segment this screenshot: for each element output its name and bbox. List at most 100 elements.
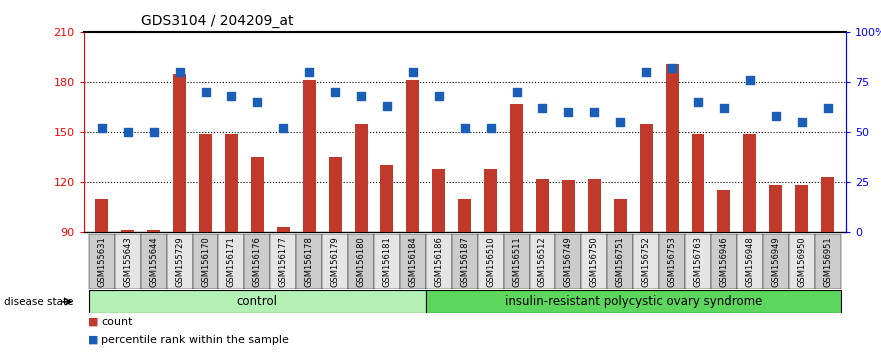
Text: GSM155643: GSM155643 [123, 236, 132, 287]
Point [691, 99, 705, 105]
Bar [821, 177, 834, 232]
Bar [796, 185, 808, 232]
Bar [426, 234, 452, 289]
Text: GSM156171: GSM156171 [227, 236, 236, 287]
Point [354, 93, 368, 99]
Bar [737, 234, 763, 289]
Text: GSM156950: GSM156950 [797, 236, 806, 287]
Text: GSM156181: GSM156181 [382, 236, 391, 287]
Bar [633, 234, 659, 289]
Bar [717, 190, 730, 232]
Point [795, 119, 809, 125]
Bar [225, 133, 238, 232]
Bar [529, 234, 555, 289]
Text: GSM156753: GSM156753 [668, 236, 677, 287]
Text: GSM155631: GSM155631 [97, 236, 107, 287]
Bar [815, 234, 840, 289]
Bar [400, 234, 426, 289]
Text: count: count [101, 317, 133, 327]
Point [717, 105, 731, 111]
Bar [251, 157, 263, 232]
Bar [167, 234, 193, 289]
Text: GSM156186: GSM156186 [434, 236, 443, 287]
Point [509, 89, 523, 95]
Bar [115, 234, 141, 289]
Bar [244, 234, 270, 289]
Point [277, 125, 291, 131]
Text: GDS3104 / 204209_at: GDS3104 / 204209_at [141, 14, 293, 28]
Point [225, 93, 239, 99]
Bar [277, 227, 290, 232]
Bar [296, 234, 322, 289]
Point [457, 125, 471, 131]
Bar [562, 180, 575, 232]
Point [250, 99, 264, 105]
Text: GSM156184: GSM156184 [409, 236, 418, 287]
Bar [659, 234, 685, 289]
Bar [640, 124, 653, 232]
Text: GSM155729: GSM155729 [175, 236, 184, 287]
Bar [536, 178, 549, 232]
Text: GSM156763: GSM156763 [693, 236, 702, 287]
Point [613, 119, 627, 125]
Point [328, 89, 342, 95]
Bar [122, 230, 134, 232]
Bar [89, 234, 115, 289]
Text: GSM156180: GSM156180 [357, 236, 366, 287]
Text: GSM156179: GSM156179 [330, 236, 339, 287]
Bar [504, 234, 529, 289]
Bar [354, 124, 367, 232]
Text: GSM155644: GSM155644 [149, 236, 159, 287]
Bar [174, 74, 186, 232]
Bar [607, 234, 633, 289]
Bar [270, 234, 296, 289]
Text: percentile rank within the sample: percentile rank within the sample [101, 335, 289, 345]
Bar [95, 199, 108, 232]
Bar [381, 165, 394, 232]
Bar [666, 63, 678, 232]
Text: GSM156511: GSM156511 [512, 236, 521, 287]
Bar [581, 234, 607, 289]
Bar [763, 234, 788, 289]
Bar [406, 80, 419, 232]
Text: control: control [237, 295, 278, 308]
Bar [303, 80, 315, 232]
Bar [685, 234, 711, 289]
Text: disease state: disease state [4, 297, 74, 307]
Point [432, 93, 446, 99]
Text: GSM156177: GSM156177 [278, 236, 288, 287]
Bar [555, 234, 581, 289]
Point [173, 69, 187, 75]
Point [146, 129, 160, 135]
Bar [769, 185, 782, 232]
Bar [218, 234, 244, 289]
Bar [141, 234, 167, 289]
Bar [374, 234, 400, 289]
Bar [510, 103, 523, 232]
Bar [711, 234, 737, 289]
Point [588, 109, 602, 115]
Text: GSM156749: GSM156749 [564, 236, 573, 287]
Bar [348, 234, 374, 289]
Bar [426, 290, 840, 313]
Text: GSM156946: GSM156946 [720, 236, 729, 287]
Text: GSM156187: GSM156187 [460, 236, 470, 287]
Text: GSM156512: GSM156512 [538, 236, 547, 287]
Text: GSM156178: GSM156178 [305, 236, 314, 287]
Bar [692, 133, 705, 232]
Point [561, 109, 575, 115]
Bar [614, 199, 626, 232]
Point [769, 113, 783, 119]
Point [380, 103, 394, 109]
Bar [147, 230, 160, 232]
Point [536, 105, 550, 111]
Point [484, 125, 498, 131]
Bar [89, 290, 426, 313]
Text: GSM156951: GSM156951 [823, 236, 833, 287]
Point [121, 129, 135, 135]
Point [406, 69, 420, 75]
Bar [329, 157, 342, 232]
Bar [588, 178, 601, 232]
Text: ■: ■ [88, 335, 99, 345]
Bar [193, 234, 218, 289]
